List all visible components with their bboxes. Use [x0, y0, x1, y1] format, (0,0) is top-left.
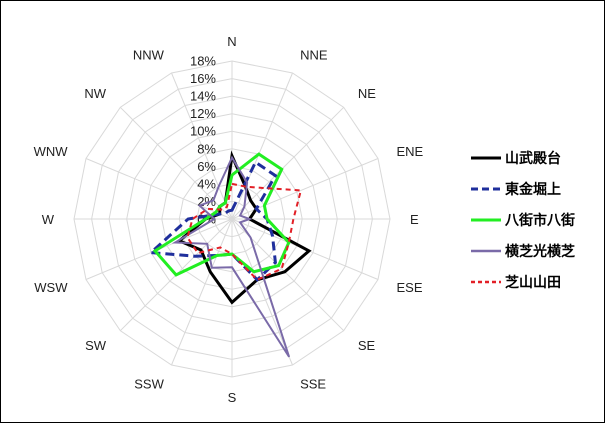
direction-label: S	[228, 390, 237, 405]
direction-labels: N NNE NE ENE E ESE SE SSE S SSW SW WSW W WNW NW NNW	[34, 34, 424, 405]
grid-spoke	[85, 158, 233, 220]
direction-label: SW	[85, 338, 107, 353]
grid-spoke	[231, 218, 293, 366]
legend-label: 八街市八街	[504, 212, 575, 229]
direction-label: N	[227, 34, 236, 49]
tick-label: 18%	[190, 54, 216, 69]
tick-label: 14%	[190, 89, 216, 104]
tick-label: 4%	[197, 176, 216, 191]
direction-label: WSW	[34, 280, 68, 295]
legend-label: 山武殿台	[505, 150, 561, 167]
grid-spoke	[171, 72, 233, 220]
tick-label: 8%	[197, 141, 216, 156]
direction-label: NNW	[133, 48, 165, 63]
legend-label: 東金堀上	[505, 181, 561, 198]
series-line	[186, 182, 303, 281]
grid-spoke	[171, 218, 233, 366]
tick-label: 10%	[190, 124, 216, 139]
direction-label: WNW	[34, 144, 69, 159]
tick-label: 6%	[197, 159, 216, 174]
series-line	[147, 159, 278, 282]
direction-label: ESE	[397, 280, 423, 295]
direction-label: SE	[358, 338, 376, 353]
series-line	[171, 155, 291, 358]
direction-label: ENE	[397, 144, 424, 159]
series-line	[176, 150, 312, 305]
direction-label: NW	[84, 86, 106, 101]
direction-label: SSW	[134, 377, 164, 392]
direction-label: W	[42, 212, 55, 227]
tick-label: 16%	[190, 71, 216, 86]
radial-tick-labels: 0%2%4%6%8%10%12%14%16%18%	[190, 54, 216, 227]
tick-label: 12%	[190, 106, 216, 121]
legend-label: 横芝光横芝	[505, 243, 575, 260]
radar-grid	[73, 60, 391, 378]
direction-label: SSE	[300, 377, 326, 392]
direction-label: E	[410, 212, 419, 227]
series-lines	[147, 150, 312, 358]
grid-spoke	[231, 72, 293, 220]
direction-label: NE	[358, 86, 376, 101]
direction-label: NNE	[300, 48, 328, 63]
legend-label: 芝山山田	[505, 274, 561, 291]
